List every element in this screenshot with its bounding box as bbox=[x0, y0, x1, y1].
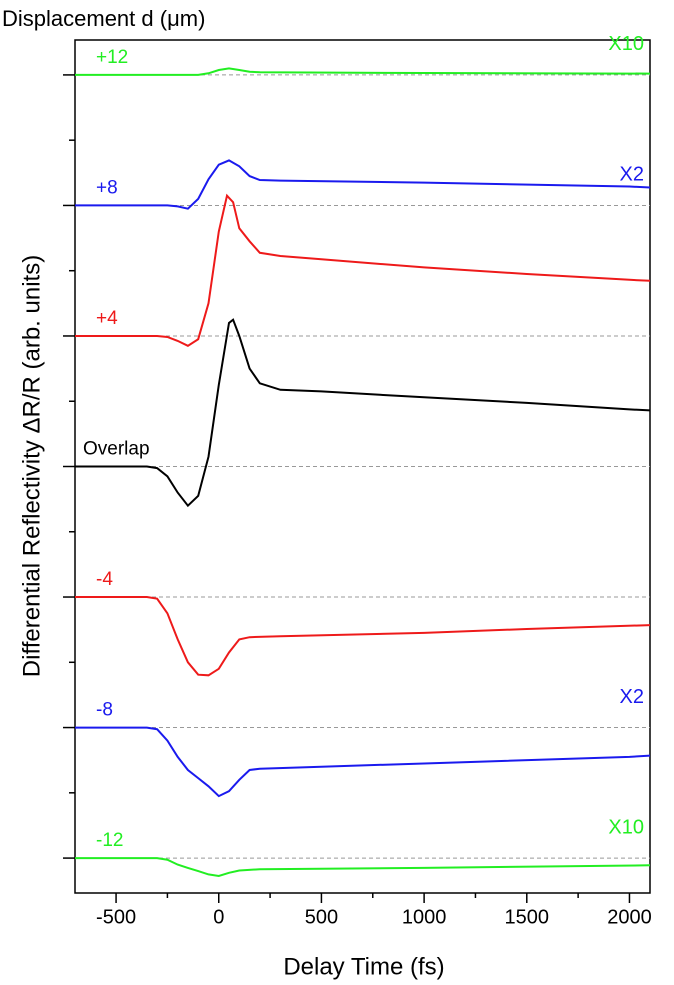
series-label: +8 bbox=[96, 177, 118, 198]
x-tick-label: 500 bbox=[305, 906, 338, 928]
line-series bbox=[75, 596, 651, 677]
scale-label: X2 bbox=[620, 164, 644, 186]
series-label: +4 bbox=[96, 308, 118, 329]
line-series bbox=[75, 857, 651, 878]
y-axis-label: Differential Reflectivity ΔR/R (arb. uni… bbox=[18, 255, 45, 677]
series-label: Overlap bbox=[83, 439, 150, 460]
chart-title: Displacement d (μm) bbox=[2, 6, 205, 31]
series-label: -8 bbox=[96, 700, 113, 721]
x-tick-label: 0 bbox=[213, 906, 224, 928]
line-series bbox=[75, 67, 651, 76]
line-series bbox=[75, 726, 651, 798]
series-label: +12 bbox=[96, 47, 128, 68]
scale-label: X10 bbox=[608, 33, 644, 55]
x-tick-label: 1500 bbox=[505, 906, 550, 928]
x-tick-label: 1000 bbox=[402, 906, 447, 928]
line-series bbox=[75, 159, 651, 210]
x-axis-label: Delay Time (fs) bbox=[283, 953, 444, 980]
line-series bbox=[75, 193, 651, 347]
series-label: -4 bbox=[96, 569, 113, 590]
scale-label: X2 bbox=[620, 686, 644, 708]
scale-label: X10 bbox=[608, 816, 644, 838]
x-tick-label: 2000 bbox=[607, 906, 652, 928]
series-label: -12 bbox=[96, 830, 123, 851]
x-tick-label: -500 bbox=[96, 906, 136, 928]
line-series bbox=[75, 318, 651, 508]
